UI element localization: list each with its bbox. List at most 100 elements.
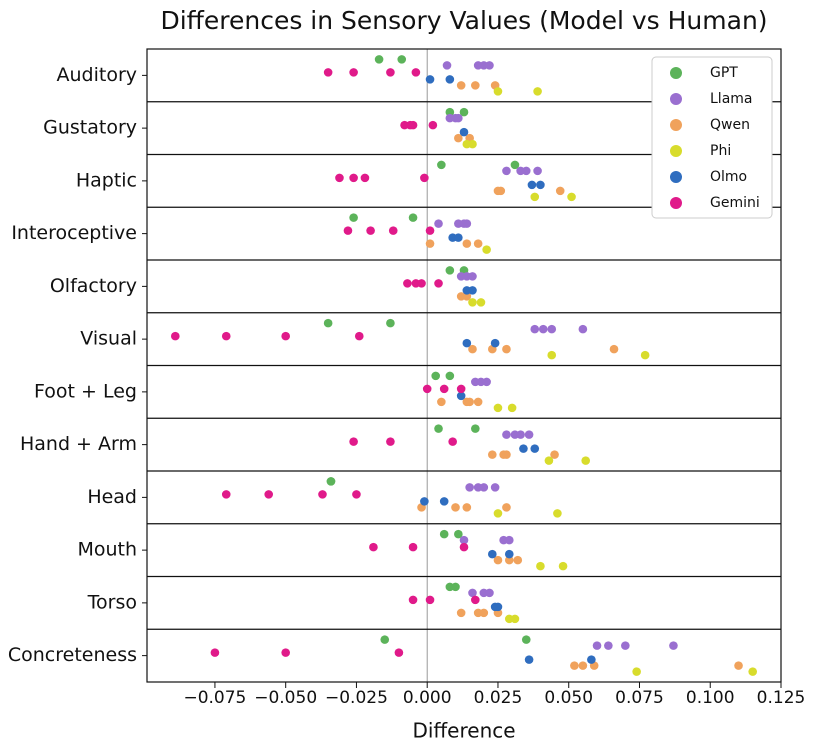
point (471, 81, 480, 90)
point (488, 549, 497, 559)
point (578, 661, 588, 670)
point (221, 490, 231, 499)
y-tick-label: Gustatory (43, 117, 137, 139)
point (349, 68, 358, 77)
point (490, 338, 500, 348)
y-tick-label: Foot + Leg (34, 380, 137, 402)
point (451, 582, 460, 592)
point (547, 324, 557, 334)
y-tick-label: Mouth (77, 539, 137, 561)
y-tick-label: Auditory (56, 64, 137, 86)
point (425, 595, 435, 605)
point (521, 166, 531, 176)
point (352, 490, 361, 499)
point (360, 173, 370, 183)
point (456, 384, 466, 394)
point (459, 127, 469, 137)
point (533, 87, 542, 96)
point (420, 497, 429, 506)
point (335, 173, 344, 183)
x-tick-label: −0.025 (325, 688, 388, 708)
point (411, 68, 421, 77)
point (502, 450, 511, 459)
point (454, 233, 463, 242)
y-tick-label: Haptic (76, 169, 137, 191)
point (343, 226, 353, 235)
point (437, 160, 446, 170)
point (468, 298, 477, 307)
y-tick-label: Olfactory (50, 275, 137, 297)
point (493, 602, 503, 612)
point (408, 213, 418, 222)
point (456, 608, 466, 618)
point (425, 239, 435, 248)
point (488, 450, 497, 459)
point (425, 226, 435, 235)
point (380, 635, 390, 644)
point (445, 266, 455, 275)
point (502, 503, 511, 512)
point (439, 497, 449, 506)
legend-label: Phi (710, 143, 731, 159)
point (171, 331, 180, 341)
point (482, 245, 491, 254)
point (502, 166, 511, 176)
point (210, 648, 220, 657)
point (473, 239, 483, 248)
point (527, 180, 537, 190)
point (479, 483, 489, 492)
point (417, 279, 426, 288)
x-tick-label: 0.025 (474, 688, 523, 708)
point (555, 186, 565, 196)
point (465, 483, 474, 492)
point (323, 318, 333, 328)
point (493, 555, 503, 565)
point (462, 292, 472, 301)
y-tick-label: Torso (87, 591, 137, 613)
x-tick-label: −0.075 (183, 688, 246, 708)
point (471, 424, 480, 433)
x-tick-label: 0.000 (403, 688, 452, 708)
point (587, 655, 596, 664)
point (581, 456, 591, 465)
legend-label: Qwen (710, 117, 750, 133)
x-tick-label: 0.075 (615, 688, 664, 708)
point (485, 61, 494, 70)
point (521, 635, 531, 644)
y-tick-label: Concreteness (8, 644, 137, 666)
point (462, 239, 472, 248)
point (403, 279, 412, 288)
point (592, 641, 602, 650)
point (454, 113, 463, 123)
point (448, 437, 457, 446)
point (439, 529, 449, 539)
point (530, 324, 540, 334)
point (479, 608, 489, 618)
point (454, 133, 463, 143)
point (471, 595, 480, 605)
point (519, 444, 528, 453)
point (507, 403, 517, 413)
y-tick-label: Hand + Arm (20, 433, 137, 455)
point (369, 542, 378, 552)
point (374, 55, 384, 64)
legend-label: Gemini (710, 195, 760, 211)
point (349, 213, 358, 222)
legend-marker (670, 67, 682, 79)
point (468, 272, 477, 281)
point (550, 450, 559, 459)
point (485, 588, 494, 598)
y-tick-label: Interoceptive (11, 222, 137, 244)
point (609, 344, 619, 354)
point (459, 107, 469, 117)
point (567, 192, 576, 202)
point (428, 120, 438, 130)
point (434, 219, 443, 228)
point (281, 648, 290, 657)
point (462, 219, 472, 228)
legend-label: Llama (710, 91, 753, 107)
legend-marker (670, 145, 682, 157)
point (553, 509, 562, 518)
point (558, 561, 568, 571)
point (510, 614, 520, 624)
